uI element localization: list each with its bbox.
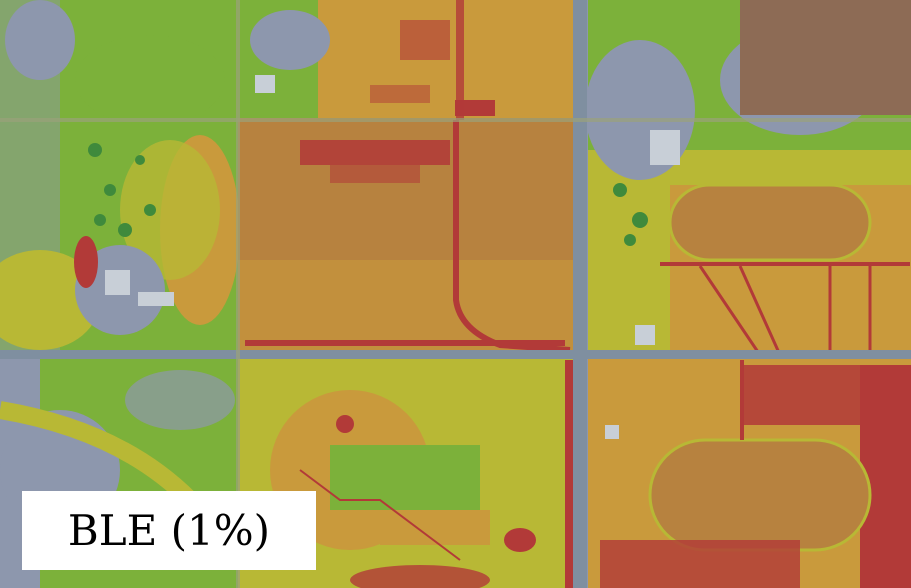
field-top-right (585, 0, 911, 356)
field-bottom-right (588, 358, 911, 588)
field-top-left (0, 0, 240, 355)
scenario-label: BLE (1%) (22, 491, 316, 570)
scenario-label-text: BLE (1%) (67, 506, 271, 555)
field-top-middle (238, 0, 576, 355)
